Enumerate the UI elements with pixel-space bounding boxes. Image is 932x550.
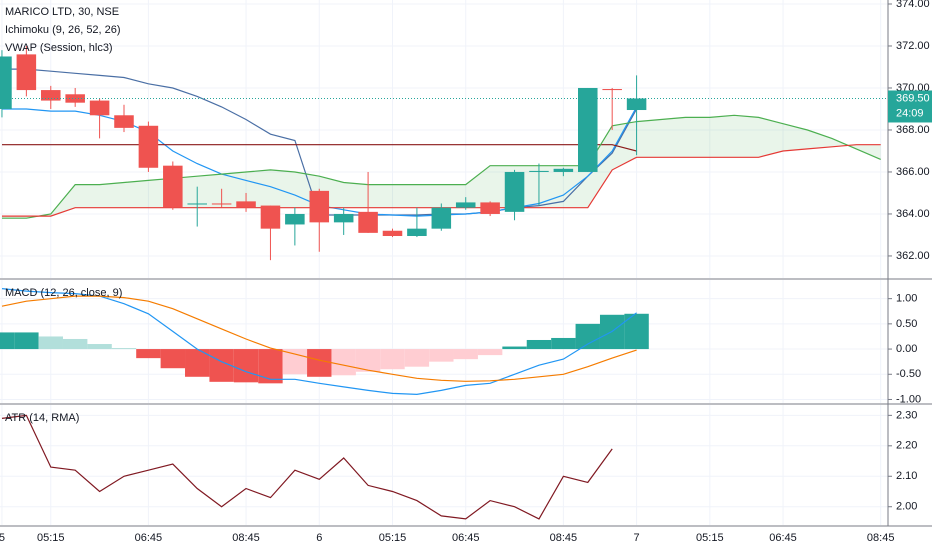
- indicator-legend: VWAP (Session, hlc3): [5, 42, 113, 54]
- price-label: 362.00: [896, 250, 930, 262]
- candle-body: [455, 202, 476, 208]
- histogram-bar: [331, 349, 356, 376]
- price-label: 0.00: [896, 343, 917, 355]
- candle-body: [626, 98, 647, 111]
- histogram-bar: [380, 349, 405, 370]
- histogram-bar: [87, 344, 112, 350]
- candle-body: [187, 203, 207, 205]
- histogram-bar: [404, 349, 430, 367]
- time-label: 05:15: [37, 532, 65, 544]
- histogram-bar: [307, 349, 332, 377]
- candle-body: [480, 202, 500, 214]
- candle-body: [114, 115, 134, 128]
- indicator-line: [2, 144, 637, 152]
- time-label: 7: [634, 532, 640, 544]
- candle-body: [16, 54, 37, 91]
- price-label: 364.00: [896, 208, 930, 220]
- price-label: 372.00: [896, 40, 930, 52]
- price-label: 2.00: [896, 501, 917, 513]
- price-label: -0.50: [896, 368, 921, 380]
- time-label: 05:15: [696, 532, 724, 544]
- candle-body: [89, 100, 110, 116]
- histogram-bar: [551, 337, 576, 350]
- indicator-line: [1, 288, 637, 396]
- candle-body: [138, 125, 159, 168]
- time-label: 05:15: [379, 532, 407, 544]
- candle-body: [602, 89, 622, 91]
- grid: [0, 0, 888, 525]
- candle-body: [163, 165, 183, 208]
- last-price-box: [888, 90, 932, 123]
- histogram-bar: [355, 349, 381, 372]
- histogram-bar: [453, 349, 478, 360]
- histogram-bar: [258, 349, 283, 384]
- price-label: 2.30: [896, 409, 917, 421]
- bar-countdown: 24:09: [896, 107, 924, 119]
- price-label: 2.10: [896, 470, 917, 482]
- price-label: 366.00: [896, 166, 930, 178]
- candle-body: [285, 213, 305, 225]
- time-label: 06:45: [452, 532, 480, 544]
- price-label: 374.00: [896, 0, 930, 10]
- candle-body: [529, 170, 549, 172]
- time-label: 5: [0, 532, 5, 544]
- indicator-line: [2, 114, 881, 219]
- indicator-line: [1, 295, 637, 382]
- candle-body: [578, 87, 598, 172]
- price-label: 2.20: [896, 440, 917, 452]
- price-label: 368.00: [896, 124, 930, 136]
- indicator-line: [1, 414, 613, 520]
- time-label: 08:45: [867, 532, 895, 544]
- histogram-bar: [575, 323, 600, 350]
- histogram-bar: [136, 349, 161, 359]
- price-label: 1.00: [896, 293, 917, 305]
- candle-body: [260, 205, 281, 229]
- histogram-bar: [111, 348, 137, 350]
- histogram-bar: [526, 339, 552, 350]
- symbol-title: MARICO LTD, 30, NSE: [5, 6, 119, 18]
- price-label: 0.50: [896, 318, 917, 330]
- candle-body: [211, 203, 232, 205]
- price-label: -1.00: [896, 393, 921, 405]
- histogram-bar: [0, 332, 15, 350]
- histogram-bar: [477, 349, 503, 356]
- histogram-bar: [38, 336, 63, 350]
- candle-body: [504, 171, 525, 212]
- time-label: 06:45: [135, 532, 163, 544]
- histogram-bar: [160, 349, 186, 369]
- histogram-bar: [429, 349, 454, 362]
- indicator-legend: MACD (12, 26, close, 9): [5, 287, 122, 299]
- histogram-bar: [233, 349, 259, 383]
- histogram-bar: [14, 332, 39, 350]
- histogram-bar: [502, 346, 527, 350]
- candle-body: [236, 201, 256, 208]
- histogram-bar: [62, 338, 88, 350]
- candle-body: [553, 168, 574, 172]
- candle-body: [431, 207, 452, 229]
- candle-body: [0, 56, 12, 109]
- time-label: 6: [316, 532, 322, 544]
- candle-body: [309, 190, 330, 223]
- time-label: 08:45: [550, 532, 578, 544]
- indicator-legend: ATR (14, RMA): [5, 412, 79, 424]
- candle-body: [41, 90, 61, 101]
- histogram-bar: [282, 349, 308, 375]
- plot: [0, 45, 888, 520]
- candle-body: [358, 211, 378, 233]
- last-price-label: 369.50: [896, 92, 930, 104]
- time-label: 08:45: [232, 532, 260, 544]
- candle-body: [333, 213, 354, 223]
- candle-body: [382, 230, 403, 237]
- time-label: 06:45: [769, 532, 797, 544]
- candle-body: [407, 228, 427, 237]
- indicator-legend: Ichimoku (9, 26, 52, 26): [5, 24, 121, 36]
